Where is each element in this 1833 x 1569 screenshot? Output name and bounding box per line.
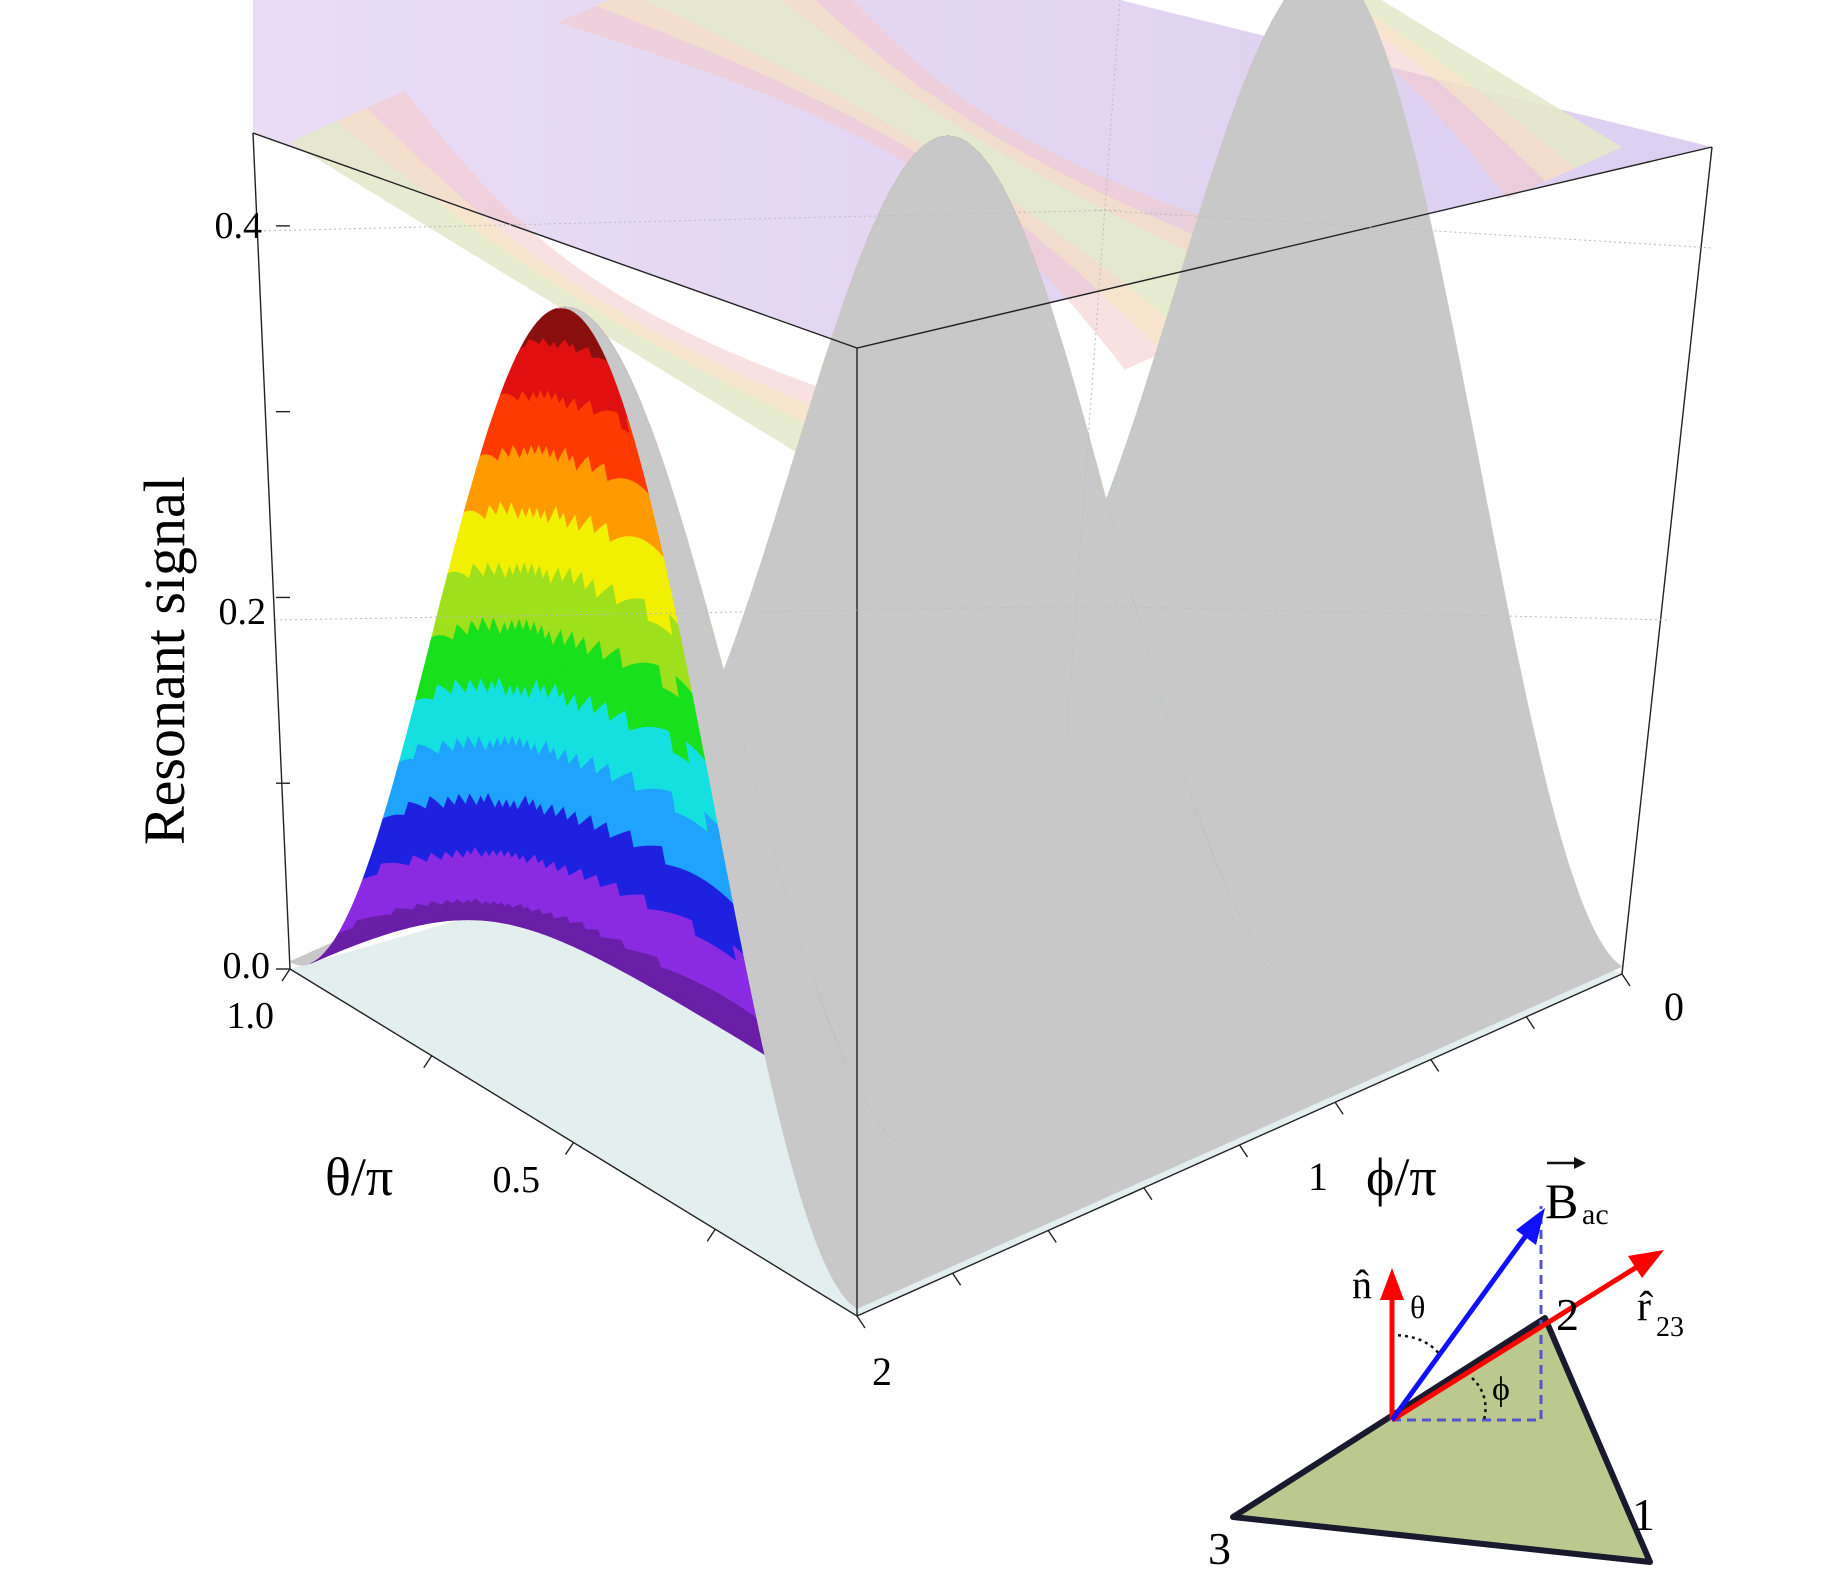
top-contour-band: [1348, 0, 1622, 168]
top-contour-band: [290, 121, 903, 490]
surface-plot: [289, 0, 1623, 1309]
top-contour-band: [290, 91, 972, 490]
